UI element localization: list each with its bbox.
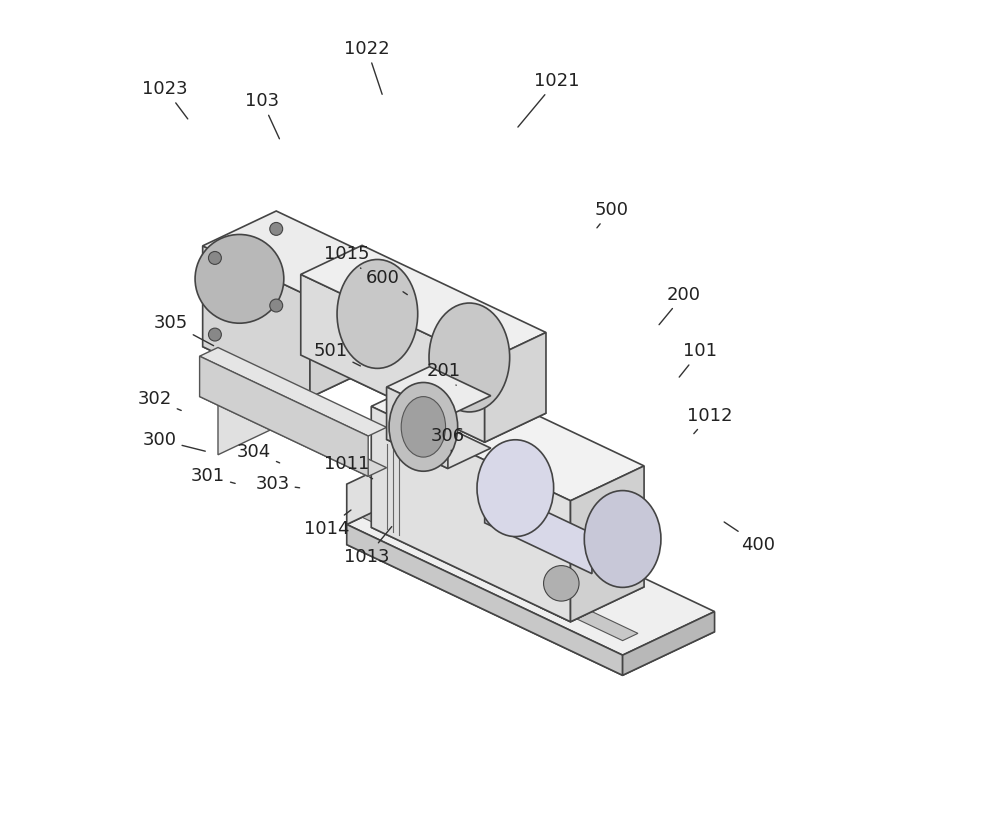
Ellipse shape — [584, 491, 661, 588]
Text: 101: 101 — [679, 342, 717, 377]
Polygon shape — [371, 492, 644, 622]
Text: 200: 200 — [659, 285, 701, 324]
Ellipse shape — [389, 382, 458, 471]
Text: 1012: 1012 — [687, 407, 732, 434]
Polygon shape — [218, 327, 292, 455]
Polygon shape — [203, 312, 384, 398]
Text: 1021: 1021 — [518, 72, 579, 127]
Circle shape — [208, 252, 221, 264]
Text: 600: 600 — [366, 270, 407, 295]
Polygon shape — [371, 372, 644, 500]
Polygon shape — [301, 245, 546, 362]
Text: 303: 303 — [255, 475, 300, 493]
Text: 301: 301 — [191, 467, 235, 485]
Polygon shape — [362, 510, 638, 641]
Text: 305: 305 — [154, 314, 214, 346]
Ellipse shape — [337, 259, 418, 368]
Text: 201: 201 — [426, 362, 461, 385]
Polygon shape — [200, 347, 387, 436]
Polygon shape — [540, 587, 571, 622]
Polygon shape — [540, 579, 586, 601]
Polygon shape — [200, 388, 387, 477]
Polygon shape — [571, 466, 644, 622]
Polygon shape — [347, 441, 439, 525]
Text: 103: 103 — [245, 92, 279, 139]
Circle shape — [208, 328, 221, 341]
Polygon shape — [347, 501, 715, 676]
Polygon shape — [623, 611, 715, 676]
Text: 1023: 1023 — [142, 80, 188, 119]
Text: 500: 500 — [594, 200, 628, 228]
Polygon shape — [200, 356, 368, 477]
Ellipse shape — [401, 397, 446, 457]
Polygon shape — [347, 525, 623, 676]
Polygon shape — [387, 367, 491, 416]
Text: 501: 501 — [314, 342, 360, 366]
Circle shape — [544, 566, 579, 601]
Polygon shape — [485, 333, 546, 443]
Polygon shape — [203, 211, 384, 297]
Ellipse shape — [477, 440, 554, 536]
Text: 1022: 1022 — [344, 40, 390, 95]
Text: 306: 306 — [431, 427, 465, 452]
Text: 1015: 1015 — [324, 245, 369, 268]
Text: 302: 302 — [138, 390, 181, 411]
Text: 1011: 1011 — [324, 455, 373, 478]
Circle shape — [195, 235, 284, 324]
Polygon shape — [301, 326, 546, 443]
Ellipse shape — [429, 303, 510, 412]
Text: 300: 300 — [143, 431, 205, 452]
Text: 1014: 1014 — [304, 510, 351, 538]
Polygon shape — [347, 481, 715, 655]
Polygon shape — [387, 419, 491, 469]
Circle shape — [270, 222, 283, 236]
Polygon shape — [387, 387, 448, 469]
Circle shape — [270, 299, 283, 312]
Text: 1013: 1013 — [344, 526, 392, 566]
Polygon shape — [203, 246, 310, 398]
Polygon shape — [371, 407, 571, 622]
Circle shape — [215, 377, 234, 396]
Polygon shape — [310, 262, 384, 398]
Text: 304: 304 — [237, 443, 280, 463]
Polygon shape — [485, 482, 592, 574]
Polygon shape — [301, 275, 485, 443]
Text: 400: 400 — [724, 522, 775, 553]
Polygon shape — [540, 600, 586, 622]
